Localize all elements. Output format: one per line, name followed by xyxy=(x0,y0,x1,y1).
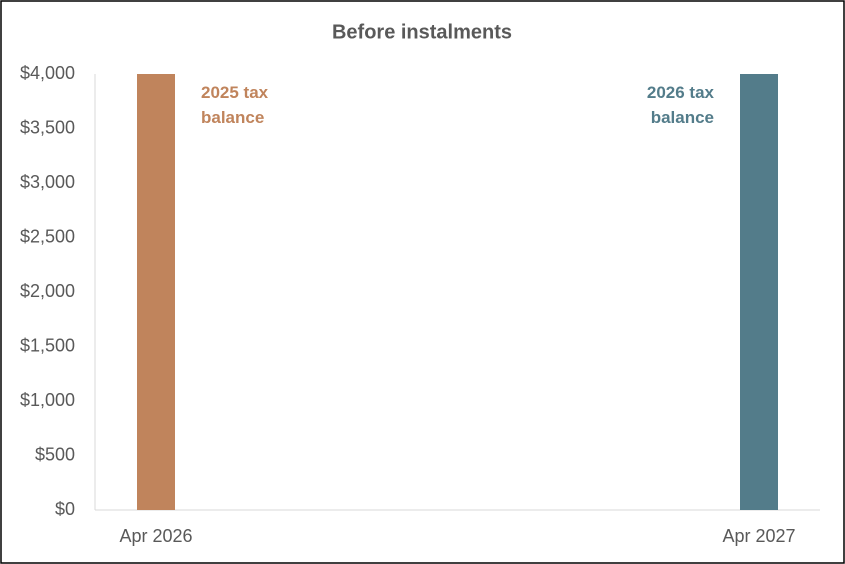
y-tick-label: $3,000 xyxy=(20,172,75,192)
bar xyxy=(137,74,175,510)
y-tick-label: $4,000 xyxy=(20,63,75,83)
chart-title: Before instalments xyxy=(332,21,512,43)
series-label: 2026 tax balance xyxy=(646,83,714,127)
series-label: 2025 tax balance xyxy=(201,83,269,127)
x-tick-label: Apr 2026 xyxy=(119,526,192,546)
bar xyxy=(740,74,778,510)
y-tick-label: $3,500 xyxy=(20,117,75,137)
y-tick-label: $0 xyxy=(55,499,75,519)
y-tick-label: $1,000 xyxy=(20,390,75,410)
y-tick-label: $2,500 xyxy=(20,226,75,246)
x-tick-label: Apr 2027 xyxy=(722,526,795,546)
y-tick-label: $2,000 xyxy=(20,281,75,301)
y-tick-label: $500 xyxy=(35,444,75,464)
y-tick-label: $1,500 xyxy=(20,335,75,355)
